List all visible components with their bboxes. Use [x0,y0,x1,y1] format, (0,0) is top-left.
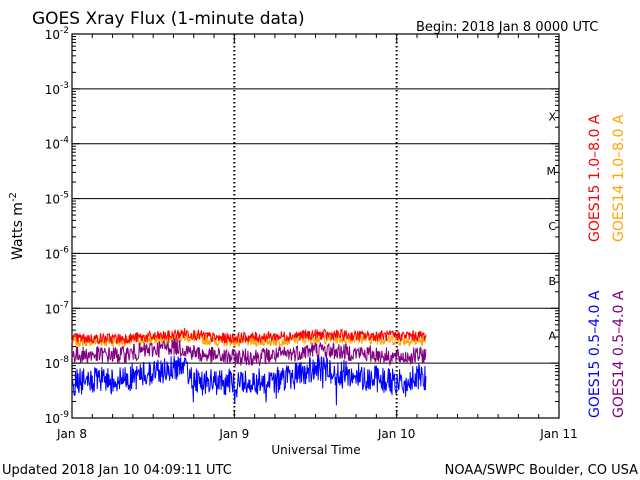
y-tick-base: 10 [45,28,60,42]
y-gridlines [72,88,559,364]
y-tick-label: 10-8 [45,355,70,371]
x-tick-label: Jan 10 [377,427,416,441]
legend-short-goes15: GOES15 0.5–4.0 A [587,290,603,418]
legend-long-goes14: GOES14 1.0–8.0 A [611,114,627,242]
x-tick-label: Jan 8 [56,427,87,441]
series-line [71,328,427,345]
y-tick-label: 10-3 [45,81,69,97]
y-tick-base: 10 [45,302,60,316]
x-axis-label: Universal Time [271,443,360,457]
series-group [71,328,427,406]
y-tick-label: 10-4 [45,136,70,152]
x-tick-labels: Jan 8 Jan 9 Jan 10 Jan 11 [56,427,578,441]
y-axis-label: Watts m-2 [8,192,26,260]
flare-class-label: C [548,220,556,233]
y-tick-base: 10 [45,412,60,426]
y-tick-base: 10 [45,193,60,207]
flare-class-label: A [548,330,556,343]
y-tick-exponent: -9 [60,410,69,420]
y-tick-base: 10 [45,247,60,261]
flare-class-labels: A B C M X [547,110,557,342]
y-tick-base: 10 [45,138,60,152]
y-axis-label-exp: -2 [8,192,19,202]
y-tick-base: 10 [45,83,60,97]
series-line [71,337,427,367]
series-line [71,356,427,406]
credit-text: NOAA/SWPC Boulder, CO USA [445,463,638,478]
y-tick-exponent: -3 [60,81,69,91]
y-tick-exponent: -5 [60,191,69,201]
y-tick-label: 10-7 [45,300,69,316]
flare-class-label: X [548,110,556,123]
legend-short-goes14: GOES14 0.5–4.0 A [611,290,627,418]
x-ticks [71,34,560,418]
y-tick-label: 10-2 [45,26,69,42]
y-tick-base: 10 [45,357,60,371]
begin-time: Begin: 2018 Jan 8 0000 UTC [416,20,598,35]
y-tick-exponent: -7 [60,300,69,310]
x-tick-label: Jan 9 [218,427,249,441]
x-tick-label: Jan 11 [539,427,578,441]
y-tick-labels: 10-910-810-710-610-510-410-310-2 [45,26,70,426]
legend-long-goes15: GOES15 1.0–8.0 A [587,114,603,242]
y-tick-exponent: -8 [60,355,69,365]
y-tick-exponent: -2 [60,26,69,36]
updated-timestamp: Updated 2018 Jan 10 04:09:11 UTC [2,463,232,478]
y-tick-label: 10-5 [45,191,69,207]
y-axis-label-text: Watts m [10,202,26,260]
flare-class-label: M [547,165,557,178]
flare-class-label: B [548,275,556,288]
y-tick-exponent: -4 [60,136,69,146]
y-tick-label: 10-9 [45,410,70,426]
y-tick-exponent: -6 [60,245,69,255]
y-tick-label: 10-6 [45,245,70,261]
plot-frame [71,33,560,419]
chart-title: GOES Xray Flux (1-minute data) [32,9,305,29]
y-ticks [72,33,559,419]
